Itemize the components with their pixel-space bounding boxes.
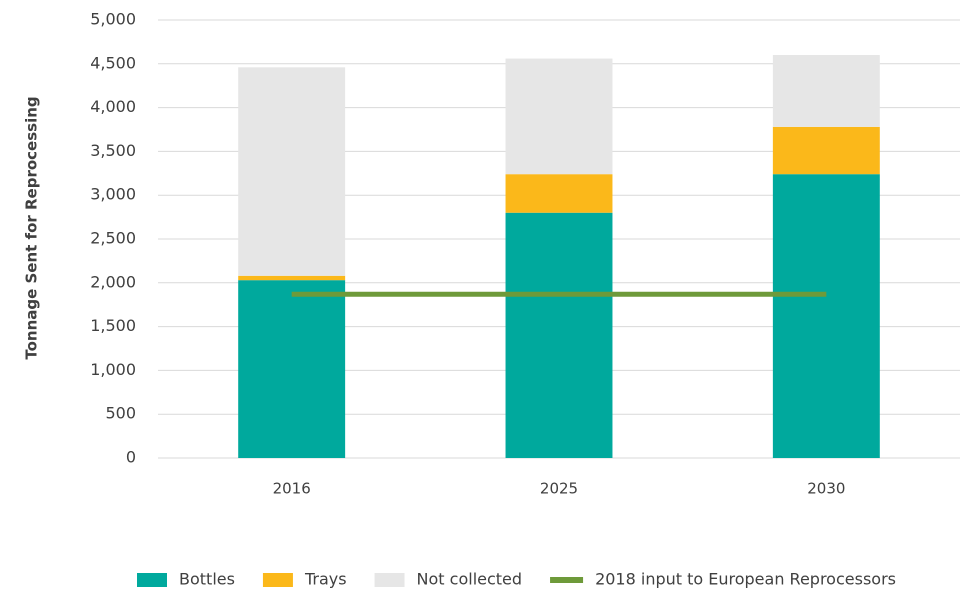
legend-swatch [137,573,167,587]
legend-label: 2018 input to European Reprocessors [595,570,896,589]
bar-segment [238,67,346,276]
y-tick-label: 2,000 [90,272,136,291]
x-tick-label: 2016 [273,480,311,498]
y-tick-label: 1,500 [90,316,136,335]
x-tick-label: 2025 [540,480,578,498]
bar-segment [238,280,346,458]
y-tick-label: 3,000 [90,185,136,204]
legend-swatch [374,573,405,587]
bar-segment [505,174,613,213]
bar-segment [772,55,880,127]
y-tick-label: 4,000 [90,97,136,116]
legend-swatch [262,573,293,587]
y-tick-label: 5,000 [90,10,136,29]
y-tick-label: 0 [126,448,136,467]
y-axis-label: Tonnage Sent for Reprocessing [23,96,41,359]
y-tick-label: 1,000 [90,360,136,379]
legend-swatch [550,577,584,583]
legend-label: Not collected [417,570,523,589]
bar-segment [505,212,613,458]
x-tick-label: 2030 [807,480,845,498]
bar-segment [238,275,346,281]
y-tick-label: 500 [105,404,136,423]
bar-segment [772,174,880,458]
bar-segment [505,58,613,175]
y-tick-label: 2,500 [90,229,136,248]
y-tick-label: 4,500 [90,53,136,72]
legend-label: Bottles [179,570,235,589]
legend-label: Trays [304,570,347,589]
y-tick-label: 3,500 [90,141,136,160]
bar-segment [772,126,880,175]
